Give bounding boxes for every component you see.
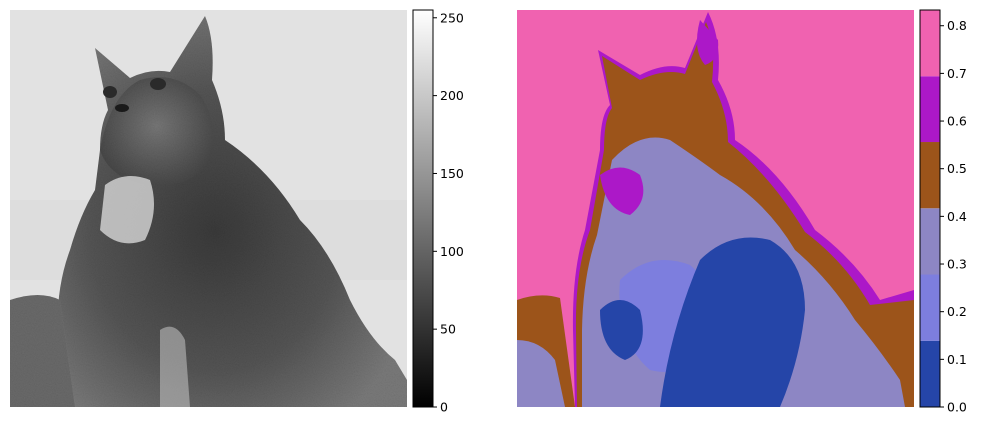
quantized-image <box>517 10 914 407</box>
quantized-colorbar-tick-label: 0.3 <box>947 257 967 272</box>
quantized-colorbar-bands <box>920 10 940 407</box>
grayscale-colorbar-tick-label: 100 <box>440 244 464 259</box>
quantized-colorbar-tick-label: 0.4 <box>947 209 967 224</box>
quantized-colorbar-tick-label: 0.6 <box>947 114 967 129</box>
grayscale-colorbar-ticks: 0 50 100 150 200 250 <box>433 10 464 415</box>
quantized-colorbar-tick-label: 0.5 <box>947 161 967 176</box>
grayscale-colorbar: 0 50 100 150 200 250 <box>412 9 464 415</box>
grayscale-image <box>10 10 407 407</box>
quantized-colorbar-band <box>920 142 940 209</box>
quantized-colorbar-band <box>920 208 940 275</box>
grayscale-colorbar-tick-label: 0 <box>440 400 448 415</box>
grayscale-colorbar-tick-label: 250 <box>440 10 464 25</box>
quantized-colorbar-tick-label: 0.2 <box>947 304 967 319</box>
quantized-colorbar-tick-label: 0.0 <box>947 400 967 415</box>
quantized-colorbar-ticks: 0.0 0.1 0.2 0.3 0.4 0.5 0.6 0.7 0.8 <box>940 18 967 415</box>
quantized-colorbar-band <box>920 340 940 407</box>
grayscale-colorbar-tick-label: 50 <box>440 322 456 337</box>
grayscale-colorbar-tick-label: 150 <box>440 166 464 181</box>
quantized-colorbar-tick-label: 0.1 <box>947 352 967 367</box>
quantized-colorbar-band <box>920 76 940 143</box>
quantized-colorbar: 0.0 0.1 0.2 0.3 0.4 0.5 0.6 0.7 0.8 <box>919 9 967 415</box>
quantized-colorbar-band <box>920 10 940 77</box>
grayscale-colorbar-tick-label: 200 <box>440 88 464 103</box>
quantized-colorbar-band <box>920 274 940 341</box>
quantized-colorbar-tick-label: 0.8 <box>947 18 967 33</box>
quantized-colorbar-tick-label: 0.7 <box>947 66 967 81</box>
